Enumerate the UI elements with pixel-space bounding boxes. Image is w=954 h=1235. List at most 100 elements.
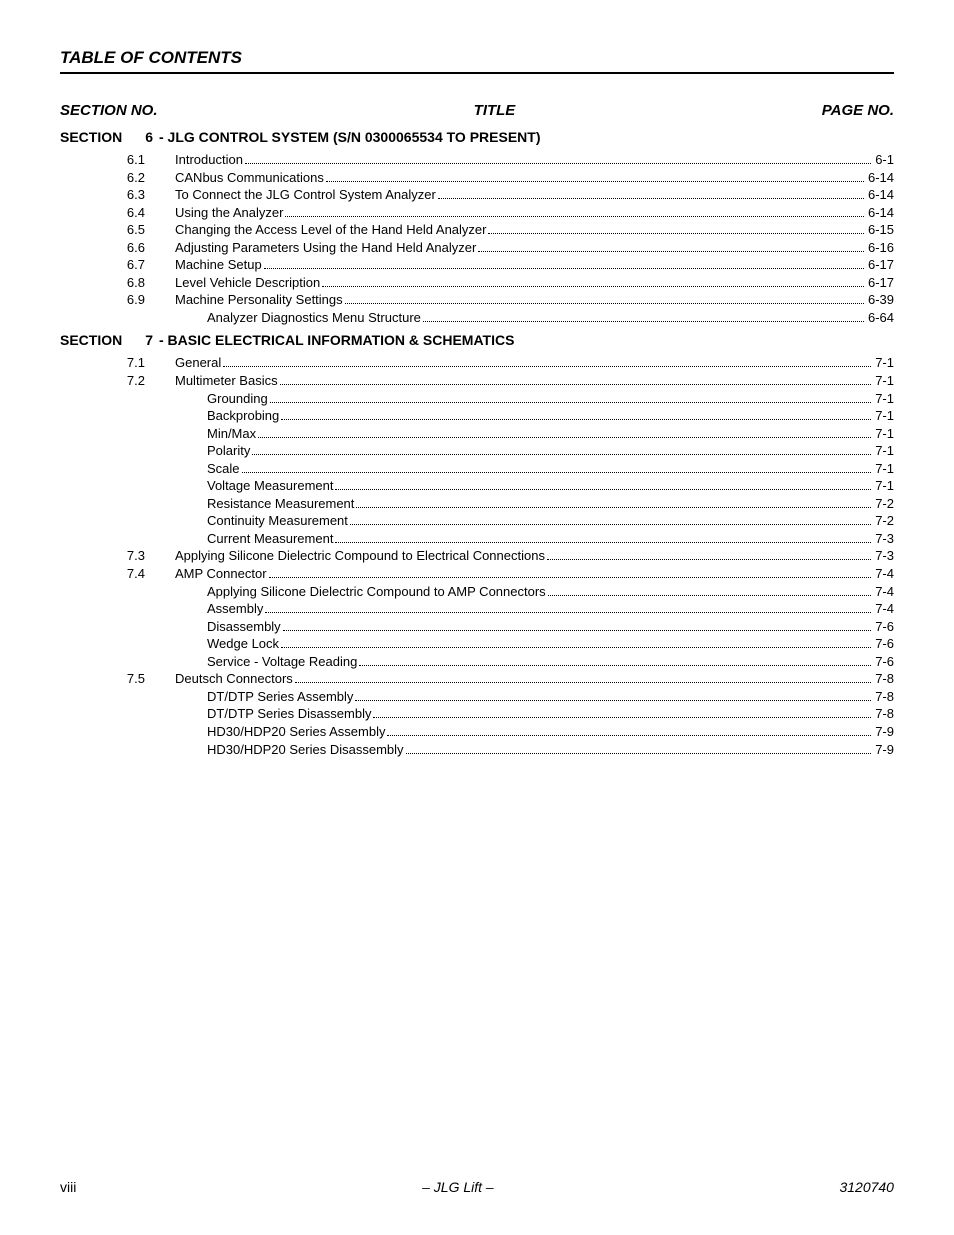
toc-entry-title-wrap: Resistance Measurement 7-2 [175,495,894,513]
toc-entry-title: Applying Silicone Dielectric Compound to… [207,583,546,601]
toc-entry-title: AMP Connector [175,565,267,583]
toc-entry: Applying Silicone Dielectric Compound to… [60,583,894,601]
toc-entry-page: 7-1 [873,442,894,460]
toc-entry-page: 6-39 [866,291,894,309]
toc-entry-page: 7-3 [873,547,894,565]
toc-entry: Service - Voltage Reading 7-6 [60,653,894,671]
toc-entry-number: 7.3 [60,547,175,565]
toc-entry-title-wrap: Polarity 7-1 [175,442,894,460]
toc-entry-title: Machine Setup [175,256,262,274]
toc-entry-page: 6-14 [866,204,894,222]
toc-entry-page: 7-1 [873,390,894,408]
toc-entry: Min/Max 7-1 [60,425,894,443]
toc-entry-title: DT/DTP Series Disassembly [207,705,371,723]
toc-entry-page: 6-16 [866,239,894,257]
toc-entry-page: 7-9 [873,741,894,759]
toc-entry: 7.4AMP Connector7-4 [60,565,894,583]
toc-entry-title: HD30/HDP20 Series Assembly [207,723,385,741]
toc-leader [373,717,871,718]
toc-entry-title-wrap: Machine Setup6-17 [175,256,894,274]
toc-entry-title-wrap: Multimeter Basics 7-1 [175,372,894,390]
toc-entry-page: 7-1 [873,372,894,390]
footer-page-number: viii [60,1179,76,1195]
toc-leader [355,700,871,701]
section-name: - JLG CONTROL SYSTEM (S/N 0300065534 TO … [153,129,540,145]
toc-entry-title-wrap: Disassembly 7-6 [175,618,894,636]
toc-entry-title: Applying Silicone Dielectric Compound to… [175,547,545,565]
toc-entry-title-wrap: Adjusting Parameters Using the Hand Held… [175,239,894,257]
toc-entry: Analyzer Diagnostics Menu Structure 6-64 [60,309,894,327]
toc-entry-title: Resistance Measurement [207,495,354,513]
toc-entry-title: Backprobing [207,407,279,425]
toc-entry-title-wrap: Using the Analyzer 6-14 [175,204,894,222]
toc-entry: HD30/HDP20 Series Disassembly 7-9 [60,741,894,759]
toc-entry-title: Multimeter Basics [175,372,278,390]
footer-doc-number: 3120740 [839,1179,894,1195]
toc-leader [335,489,871,490]
toc-entry-title: DT/DTP Series Assembly [207,688,353,706]
section-word: SECTION [60,129,135,145]
toc-entry: 6.4Using the Analyzer6-14 [60,204,894,222]
toc-entry-title: Assembly [207,600,263,618]
toc-entry-title: Wedge Lock [207,635,279,653]
toc-entry-title-wrap: Grounding 7-1 [175,390,894,408]
toc-leader [269,577,872,578]
toc-entry-title-wrap: Service - Voltage Reading 7-6 [175,653,894,671]
toc-entry-title-wrap: Introduction6-1 [175,151,894,169]
toc-entry: HD30/HDP20 Series Assembly 7-9 [60,723,894,741]
toc-entry-title: Voltage Measurement [207,477,333,495]
toc-leader [280,384,872,385]
toc-entry-title: CANbus Communications [175,169,324,187]
toc-leader [270,402,871,403]
toc-entry: Assembly 7-4 [60,600,894,618]
toc-leader [223,366,871,367]
section-name: - BASIC ELECTRICAL INFORMATION & SCHEMAT… [153,332,514,348]
section-number: 6 [135,129,153,145]
toc-leader [245,163,871,164]
toc-entry: Scale 7-1 [60,460,894,478]
toc-entry: Current Measurement 7-3 [60,530,894,548]
toc-leader [359,665,871,666]
toc-entry-title-wrap: Changing the Access Level of the Hand He… [175,221,894,239]
toc-entry: 6.2CANbus Communications6-14 [60,169,894,187]
toc-entry: 6.1Introduction6-1 [60,151,894,169]
section-heading: SECTION6 - JLG CONTROL SYSTEM (S/N 03000… [60,129,894,145]
col-heading-page: PAGE NO. [794,102,894,119]
toc-entry-page: 7-2 [873,512,894,530]
toc-entry: 7.5Deutsch Connectors7-8 [60,670,894,688]
toc-leader [488,233,863,234]
footer-center: – JLG Lift – [422,1179,494,1195]
page: TABLE OF CONTENTS SECTION NO. TITLE PAGE… [0,0,954,1235]
toc-leader [326,181,864,182]
toc-entry-page: 7-3 [873,530,894,548]
toc-entry-page: 7-1 [873,477,894,495]
toc-entry-title: Using the Analyzer [175,204,283,222]
toc-entry-page: 6-1 [873,151,894,169]
toc-entry-page: 7-4 [873,565,894,583]
toc-entry: Wedge Lock 7-6 [60,635,894,653]
toc-entry-title-wrap: DT/DTP Series Assembly 7-8 [175,688,894,706]
toc-entry-title: Deutsch Connectors [175,670,293,688]
toc-leader [283,630,872,631]
toc-entry-page: 7-1 [873,460,894,478]
toc-leader [295,682,871,683]
toc-leader [387,735,871,736]
toc-entry: Disassembly 7-6 [60,618,894,636]
toc-entry-title: Changing the Access Level of the Hand He… [175,221,486,239]
toc-entry-page: 7-6 [873,635,894,653]
toc-leader [345,303,864,304]
header-title: TABLE OF CONTENTS [60,48,242,67]
toc-entry-number: 6.9 [60,291,175,309]
toc-entry-page: 6-17 [866,274,894,292]
toc-entry-title: Scale [207,460,240,478]
section-word: SECTION [60,332,135,348]
toc-entry-page: 6-14 [866,169,894,187]
toc-entry-title-wrap: Deutsch Connectors7-8 [175,670,894,688]
section-heading: SECTION7 - BASIC ELECTRICAL INFORMATION … [60,332,894,348]
toc-entry-page: 7-1 [873,425,894,443]
toc-entry-page: 6-15 [866,221,894,239]
toc-leader [478,251,864,252]
toc-leader [356,507,871,508]
toc-leader [350,524,871,525]
toc-entry: Grounding 7-1 [60,390,894,408]
